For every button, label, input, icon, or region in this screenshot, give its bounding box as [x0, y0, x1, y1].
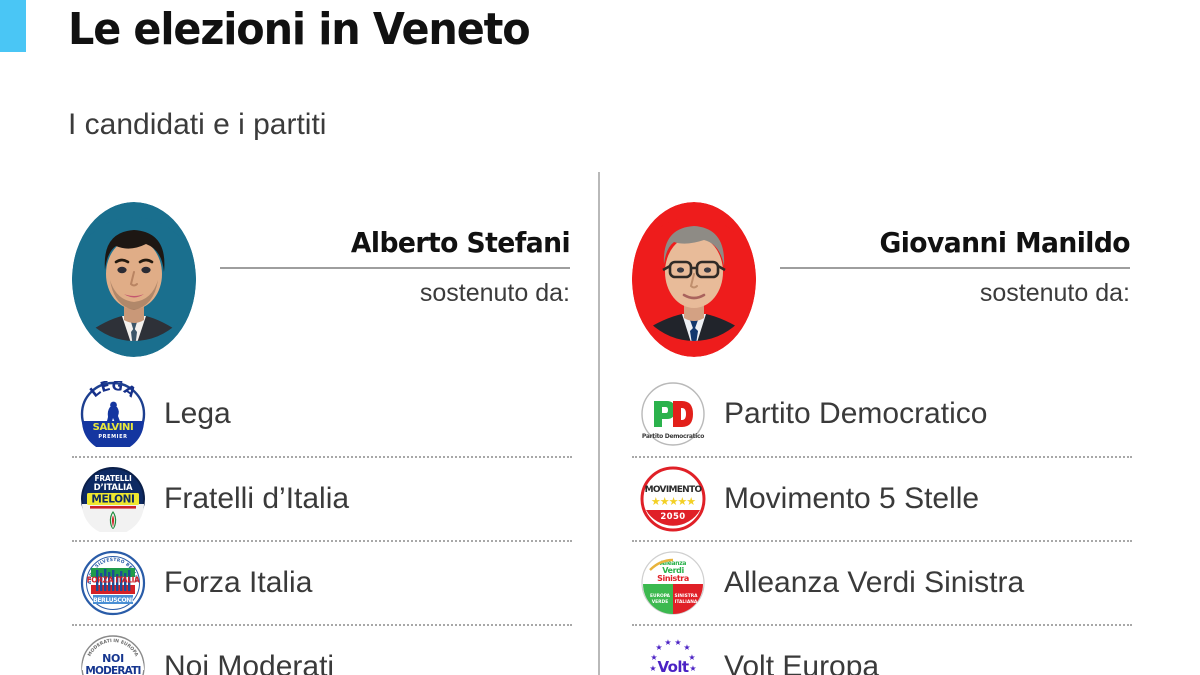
party-name-label: Fratelli d’Italia: [164, 482, 350, 515]
party-row-fratelli-ditalia[interactable]: FRATELLI D’ITALIA MELONI Fratelli d’Ital…: [72, 456, 572, 540]
candidate-info-right: Giovanni Manildo sostenuto da:: [780, 226, 1131, 308]
party-row-alleanza-verdi-sinistra[interactable]: Alleanza Verdi Sinistra EUROPA VERDE SIN…: [632, 540, 1132, 624]
svg-text:MOVIMENTO: MOVIMENTO: [645, 485, 703, 495]
candidate-column-right: Giovanni Manildo sostenuto da: Partito D…: [632, 196, 1132, 675]
party-row-noi-moderati[interactable]: MODERATI IN EUROPA NOI MODERATI Noi Mode…: [72, 624, 572, 675]
svg-text:FORZA ITALIA: FORZA ITALIA: [87, 576, 140, 585]
svg-text:★: ★: [683, 643, 690, 652]
noi-moderati-logo: MODERATI IN EUROPA NOI MODERATI: [80, 634, 146, 675]
svg-text:★: ★: [649, 664, 656, 673]
party-name-label: Partito Democratico: [724, 397, 988, 430]
party-name-label: Forza Italia: [164, 566, 313, 599]
svg-text:MELONI: MELONI: [91, 494, 134, 506]
candidate-rule-right: [780, 267, 1130, 269]
party-list-right: Partito Democratico Partito Democratico …: [632, 372, 1132, 675]
candidate-support-label-right: sostenuto da:: [979, 279, 1130, 307]
party-list-left: LEGA SALVINI PREMIER Lega FRATELLI: [72, 372, 572, 675]
forza-italia-logo: ARMANDO SILVESTRO BERLUSCONI: [80, 550, 146, 616]
lega-logo: LEGA SALVINI PREMIER: [80, 381, 146, 447]
candidate-info-left: Alberto Stefani sostenuto da:: [220, 226, 571, 308]
party-row-lega[interactable]: LEGA SALVINI PREMIER Lega: [72, 372, 572, 456]
svg-text:★: ★: [689, 664, 696, 673]
svg-text:★: ★: [664, 638, 671, 647]
party-name-label: Alleanza Verdi Sinistra: [724, 566, 1025, 599]
giovanni-manildo-photo: [632, 202, 756, 357]
svg-text:PREMIER: PREMIER: [98, 434, 127, 440]
alberto-stefani-photo: [72, 202, 196, 357]
party-row-forza-italia[interactable]: ARMANDO SILVESTRO BERLUSCONI: [72, 540, 572, 624]
page-title: Le elezioni in Veneto: [68, 4, 531, 55]
party-row-volt-europa[interactable]: ★ ★ ★ ★ ★ ★ ★ ★ ★ ★ ★ ★: [632, 624, 1132, 675]
alleanza-verdi-sinistra-logo: Alleanza Verdi Sinistra EUROPA VERDE SIN…: [640, 550, 706, 616]
party-name-label: Volt Europa: [724, 650, 880, 675]
volt-europa-logo: ★ ★ ★ ★ ★ ★ ★ ★ ★ ★ ★ ★: [640, 634, 706, 675]
svg-text:SALVINI: SALVINI: [93, 422, 134, 433]
svg-text:★★★★★: ★★★★★: [651, 495, 696, 508]
svg-text:BERLUSCONI: BERLUSCONI: [93, 597, 133, 604]
party-name-label: Noi Moderati: [164, 650, 335, 675]
svg-text:SINISTRA: SINISTRA: [674, 593, 698, 599]
svg-text:Sinistra: Sinistra: [657, 574, 689, 583]
svg-text:FRATELLI: FRATELLI: [94, 474, 132, 483]
svg-text:EUROPA: EUROPA: [650, 593, 670, 599]
svg-text:★: ★: [650, 653, 657, 662]
candidate-name-left: Alberto Stefani: [350, 226, 571, 259]
movimento-5-stelle-logo: MOVIMENTO ★★★★★ 2050: [640, 466, 706, 532]
party-row-movimento-5-stelle[interactable]: MOVIMENTO ★★★★★ 2050 Movimento 5 Stelle: [632, 456, 1132, 540]
svg-text:★: ★: [688, 653, 695, 662]
svg-text:Verdi: Verdi: [662, 566, 684, 575]
svg-text:NOI: NOI: [102, 652, 124, 665]
svg-text:2050: 2050: [660, 512, 685, 522]
partito-democratico-logo: Partito Democratico: [640, 381, 706, 447]
page-subtitle: I candidati e i partiti: [68, 108, 327, 141]
candidate-support-label-left: sostenuto da:: [419, 279, 570, 307]
svg-text:Volt: Volt: [657, 658, 688, 675]
accent-bar: [0, 0, 26, 52]
svg-text:Partito Democratico: Partito Democratico: [642, 433, 704, 440]
svg-text:MODERATI: MODERATI: [85, 665, 140, 675]
party-row-partito-democratico[interactable]: Partito Democratico Partito Democratico: [632, 372, 1132, 456]
svg-text:D’ITALIA: D’ITALIA: [94, 483, 133, 493]
candidate-rule-left: [220, 267, 570, 269]
svg-text:★: ★: [655, 643, 662, 652]
candidate-column-left: Alberto Stefani sostenuto da: LEGA: [72, 196, 572, 675]
svg-text:★: ★: [674, 638, 681, 647]
party-name-label: Movimento 5 Stelle: [724, 482, 980, 515]
candidate-block-right: Giovanni Manildo sostenuto da:: [632, 196, 1132, 372]
column-divider: [598, 172, 600, 675]
svg-text:Alleanza: Alleanza: [660, 560, 687, 567]
party-name-label: Lega: [164, 397, 231, 430]
candidate-name-right: Giovanni Manildo: [879, 226, 1130, 259]
candidate-block-left: Alberto Stefani sostenuto da:: [72, 196, 572, 372]
fratelli-ditalia-logo: FRATELLI D’ITALIA MELONI: [80, 466, 146, 532]
svg-text:VERDE: VERDE: [652, 599, 668, 605]
svg-text:ITALIANA: ITALIANA: [675, 599, 698, 605]
